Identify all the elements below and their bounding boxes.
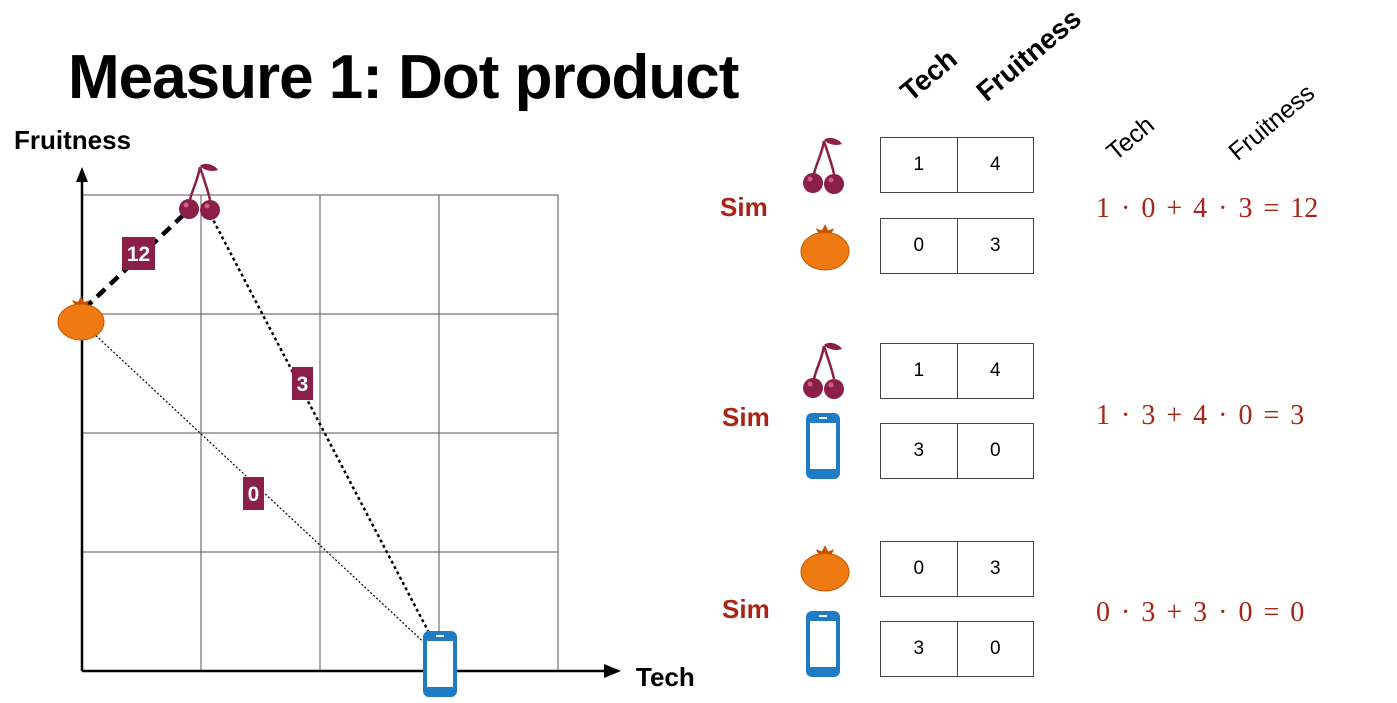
badge-12-label: 12 <box>127 243 150 266</box>
vector-phone: 3 0 <box>880 423 1034 479</box>
vector-cell-fruitness: 0 <box>956 424 1034 478</box>
formula-3: 0 · 3 + 3 · 0 = 0 <box>1096 597 1305 628</box>
y-axis-label: Fruitness <box>14 125 132 155</box>
sim-label: Sim <box>722 402 770 432</box>
vector-tomato: 0 3 <box>880 218 1034 274</box>
slide-title: Measure 1: Dot product <box>68 43 739 112</box>
cherry-icon <box>802 136 846 196</box>
sim-label: Sim <box>720 192 768 222</box>
vector-cell-fruitness: 3 <box>956 219 1034 273</box>
tomato-icon <box>800 223 850 271</box>
badge-0-label: 0 <box>248 483 260 506</box>
cherry-icon <box>802 341 846 401</box>
formula-1: 1 · 0 + 4 · 3 = 12 <box>1096 193 1319 224</box>
phone-icon <box>423 631 457 697</box>
cherry-icon <box>178 162 222 222</box>
vector-tomato: 0 3 <box>880 541 1034 597</box>
line-cherry-phone <box>206 209 439 649</box>
badge-12: 12 <box>122 237 155 270</box>
vector-cell-tech: 1 <box>913 154 925 175</box>
vector-cell-fruitness: 0 <box>956 622 1034 676</box>
tomato-icon <box>57 295 105 341</box>
vector-cell-tech: 1 <box>913 360 925 381</box>
vector-cell-fruitness: 4 <box>956 344 1034 398</box>
vector-cell-tech: 3 <box>913 638 925 659</box>
badge-3-label: 3 <box>297 373 309 396</box>
vector-cell-tech: 0 <box>913 235 925 256</box>
badge-3: 3 <box>292 367 313 400</box>
tomato-icon <box>800 544 850 592</box>
vector-cell-tech: 0 <box>913 558 925 579</box>
plot-axes <box>76 167 621 678</box>
formula-2: 1 · 3 + 4 · 0 = 3 <box>1096 400 1305 431</box>
vector-cherry: 1 4 <box>880 343 1034 399</box>
phone-icon <box>806 413 840 479</box>
vector-phone: 3 0 <box>880 621 1034 677</box>
sim-label: Sim <box>722 594 770 624</box>
phone-icon <box>806 611 840 677</box>
vector-cell-fruitness: 3 <box>956 542 1034 596</box>
badge-0: 0 <box>243 477 264 510</box>
vector-cell-tech: 3 <box>913 440 925 461</box>
vector-cherry: 1 4 <box>880 137 1034 193</box>
x-axis-label: Tech <box>636 662 695 692</box>
vector-cell-fruitness: 4 <box>956 138 1034 192</box>
